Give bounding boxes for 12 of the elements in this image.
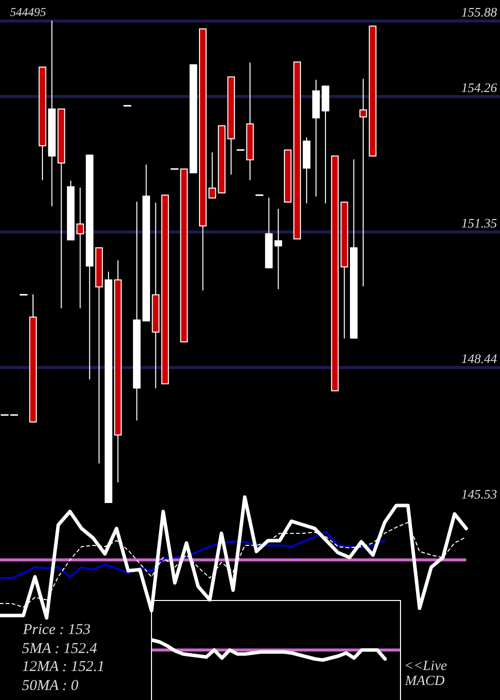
text: <<Live <box>404 659 447 674</box>
text: MACD <box>404 674 445 689</box>
text: 12MA : 152.1 <box>22 659 105 675</box>
text: Price : 153 <box>22 622 90 638</box>
text: 5MA : 152.4 <box>22 641 98 657</box>
y-tick-label: 151.35 <box>461 215 498 230</box>
y-tick-label: 145.53 <box>461 486 498 502</box>
y-tick-label: 148.44 <box>461 350 498 366</box>
text: 50MA : 0 <box>22 678 79 694</box>
text: 544495 <box>10 5 46 20</box>
y-tick-label: 154.26 <box>461 80 498 95</box>
y-tick-label: 155.88 <box>461 4 498 20</box>
